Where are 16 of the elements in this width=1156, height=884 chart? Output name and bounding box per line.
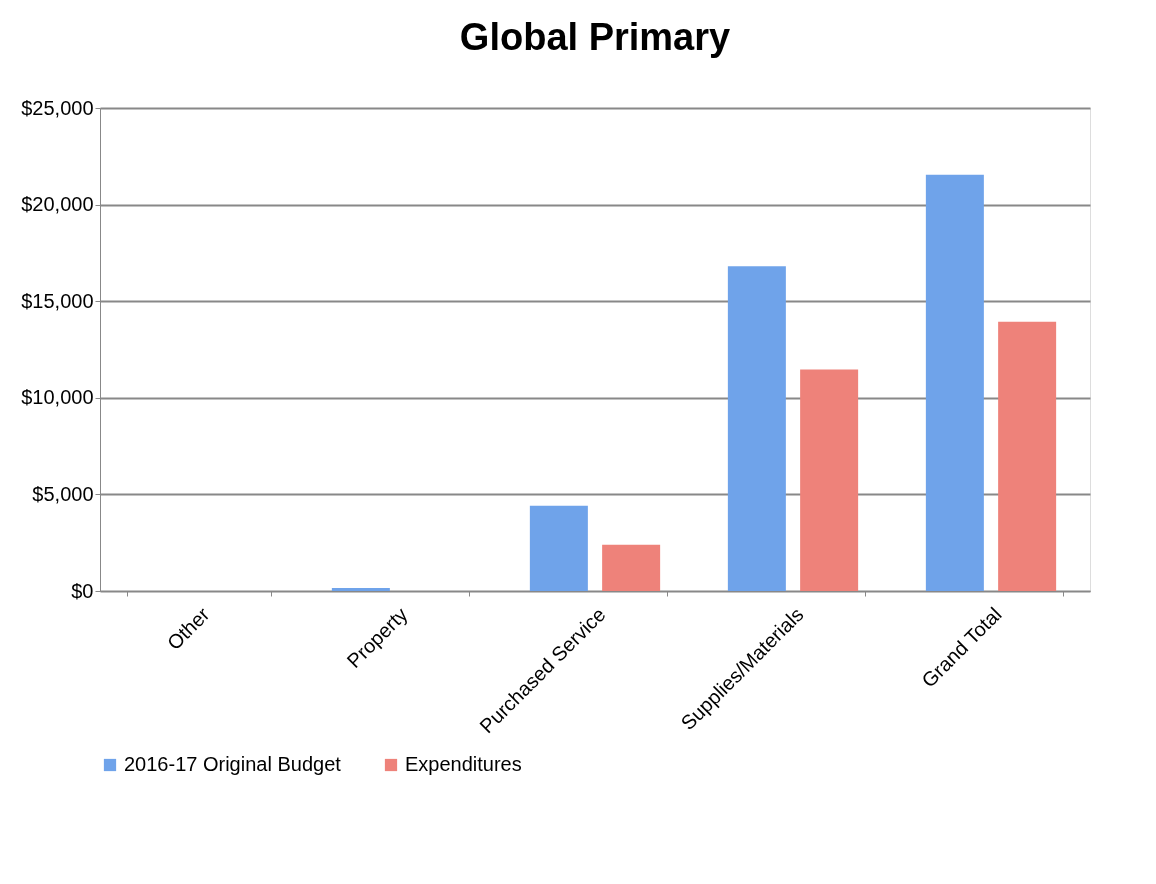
bar bbox=[331, 588, 390, 591]
legend-label: 2016-17 Original Budget bbox=[124, 753, 342, 775]
bar bbox=[529, 505, 588, 591]
bar bbox=[925, 174, 984, 591]
bar bbox=[727, 266, 786, 591]
bar bbox=[602, 544, 661, 591]
y-tick-label: $10,000 bbox=[21, 386, 94, 409]
legend-label: Expenditures bbox=[405, 753, 522, 775]
chart-title: Global Primary bbox=[459, 16, 731, 58]
bar bbox=[800, 369, 859, 591]
bar bbox=[998, 321, 1057, 591]
y-tick-label: $5,000 bbox=[32, 482, 94, 505]
y-tick-label: $0 bbox=[71, 579, 94, 602]
y-tick-label: $20,000 bbox=[21, 193, 94, 216]
y-tick-label: $25,000 bbox=[21, 96, 94, 119]
y-tick-label: $15,000 bbox=[21, 289, 94, 312]
